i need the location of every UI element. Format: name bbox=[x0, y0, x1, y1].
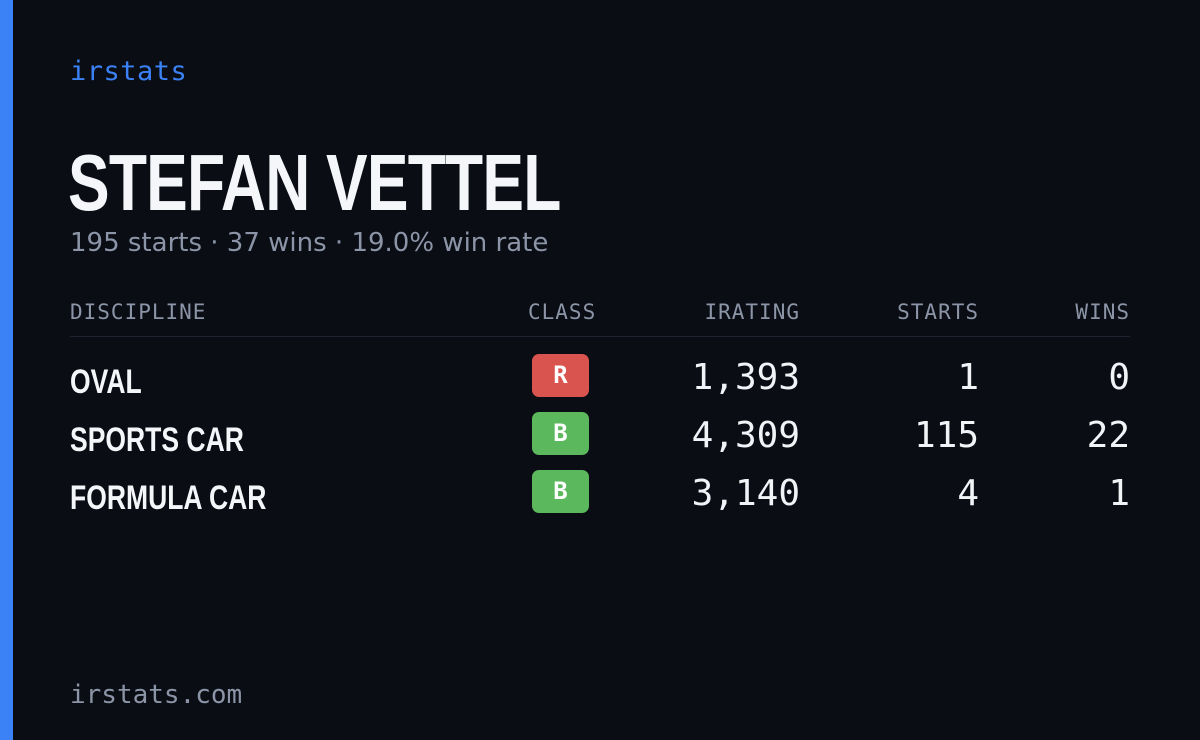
header-starts: STARTS bbox=[897, 300, 979, 324]
accent-bar bbox=[0, 0, 13, 740]
starts-value: 115 bbox=[913, 415, 979, 456]
discipline-name: OVAL bbox=[70, 363, 142, 401]
header-class: CLASS bbox=[528, 300, 597, 324]
wins-value: 0 bbox=[1108, 357, 1130, 398]
footer-url: irstats.com bbox=[70, 680, 243, 710]
brand-logo-text: irstats bbox=[70, 56, 188, 87]
discipline-name: SPORTS CAR bbox=[70, 421, 244, 459]
table-row: SPORTS CAR B 4,309 115 22 bbox=[70, 412, 1130, 470]
license-class-badge: B bbox=[532, 470, 589, 513]
table-row: OVAL R 1,393 1 0 bbox=[70, 354, 1130, 412]
starts-value: 1 bbox=[957, 357, 979, 398]
header-discipline: DISCIPLINE bbox=[70, 300, 207, 324]
wins-value: 22 bbox=[1086, 415, 1130, 456]
irating-value: 3,140 bbox=[691, 473, 800, 514]
driver-summary: 195 starts · 37 wins · 19.0% win rate bbox=[70, 228, 549, 258]
starts-value: 4 bbox=[957, 473, 979, 514]
irating-value: 4,309 bbox=[691, 415, 800, 456]
discipline-name: FORMULA CAR bbox=[70, 479, 267, 517]
wins-value: 1 bbox=[1108, 473, 1130, 514]
license-class-badge: B bbox=[532, 412, 589, 455]
driver-name: STEFAN VETTEL bbox=[68, 138, 561, 227]
irating-value: 1,393 bbox=[691, 357, 800, 398]
table-header: DISCIPLINE CLASS IRATING STARTS WINS bbox=[70, 300, 1130, 337]
table-row: FORMULA CAR B 3,140 4 1 bbox=[70, 470, 1130, 528]
header-wins: WINS bbox=[1075, 300, 1130, 324]
header-irating: IRATING bbox=[704, 300, 800, 324]
license-class-badge: R bbox=[532, 354, 589, 397]
